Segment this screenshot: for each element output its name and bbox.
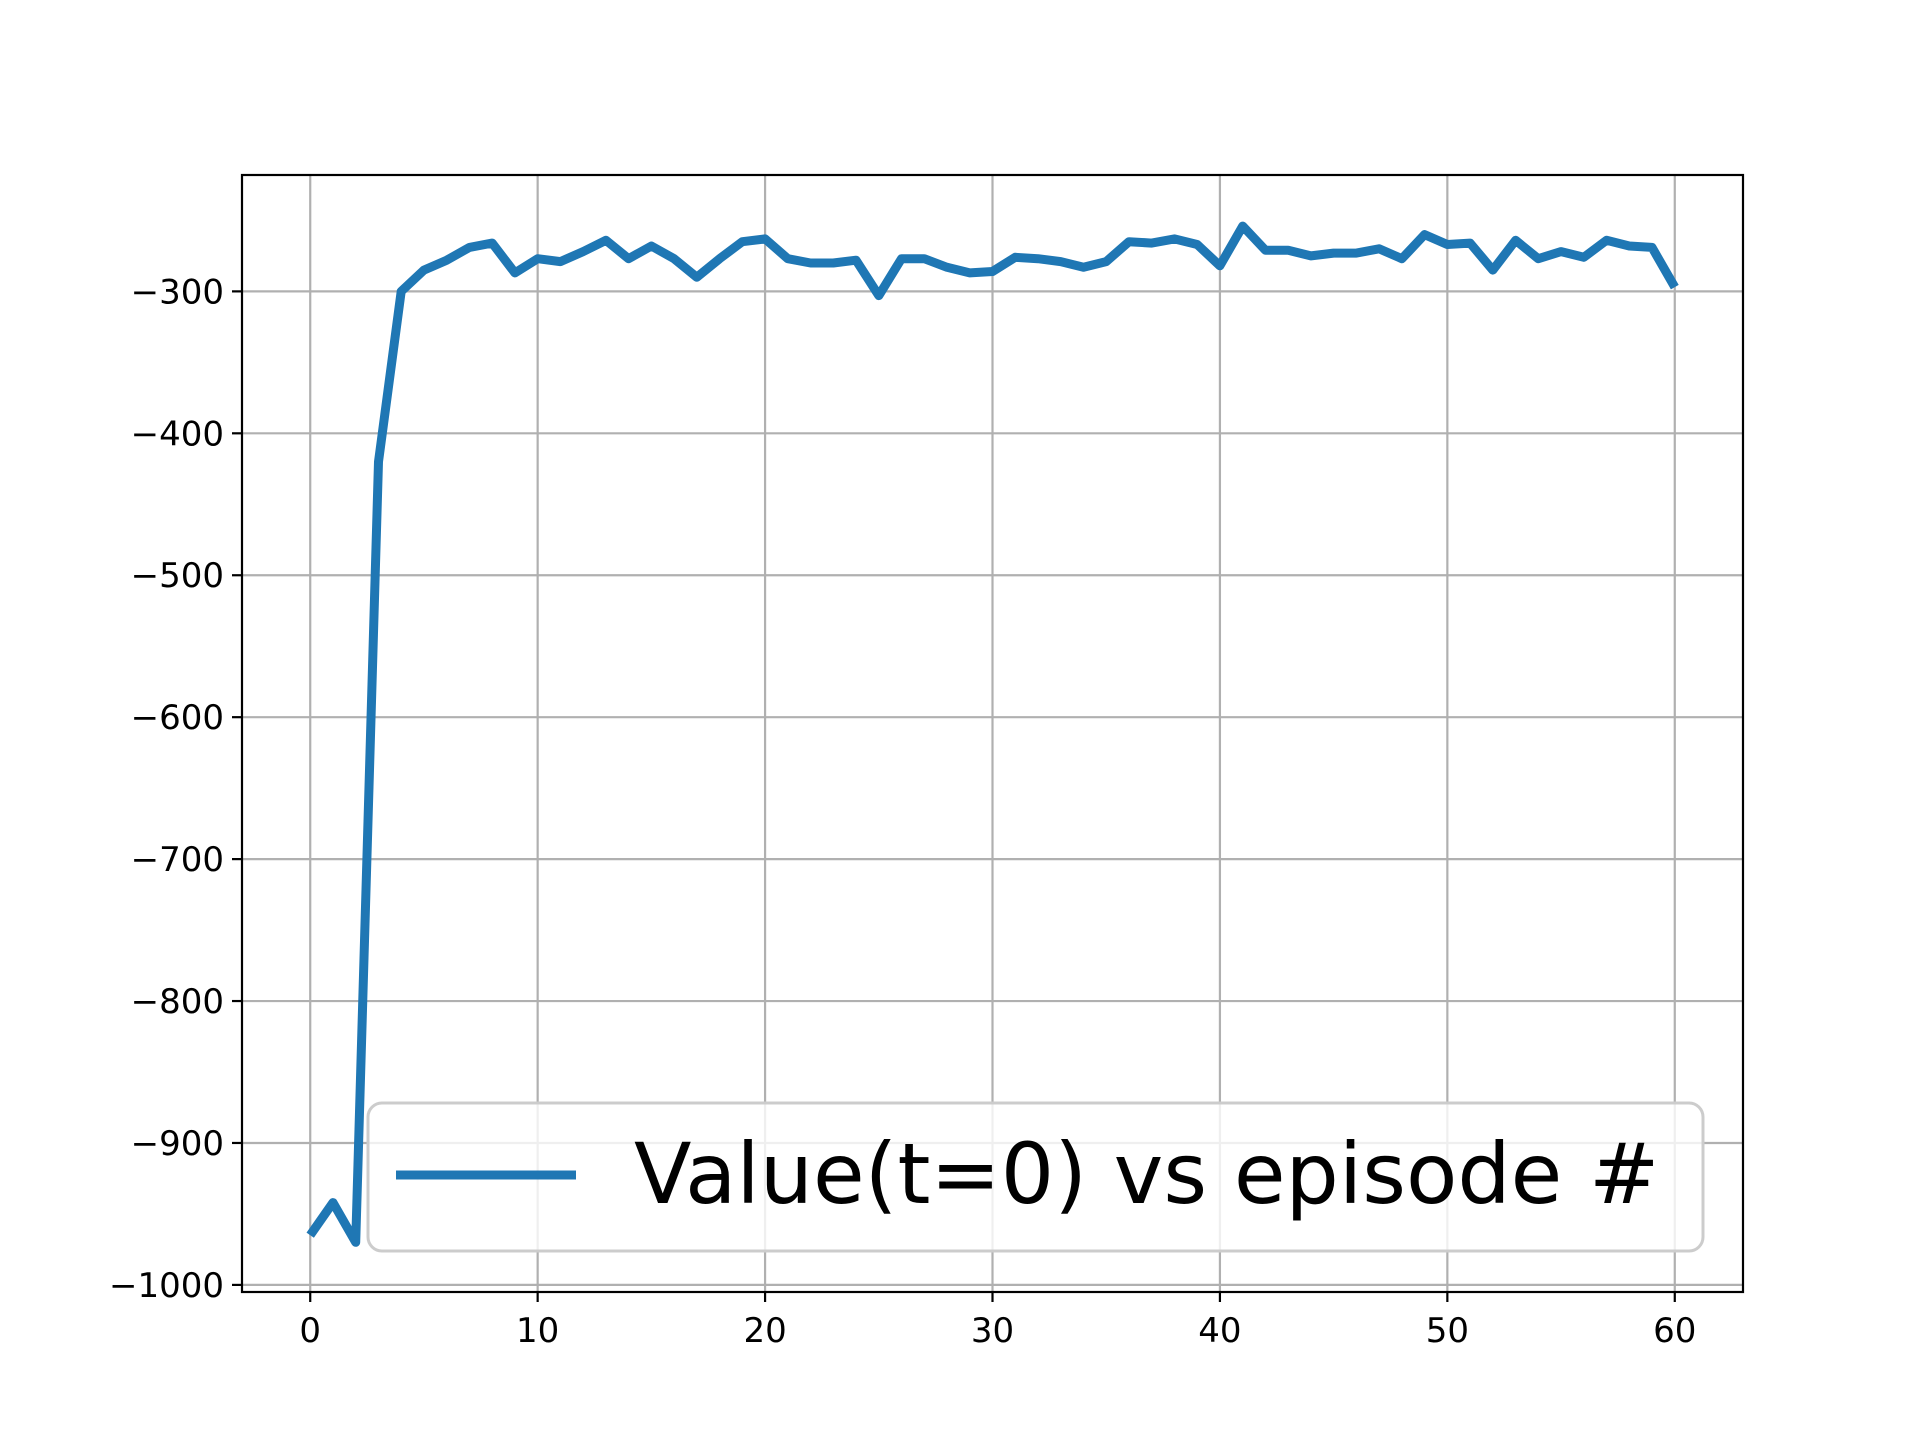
tick-labels: 0 10 20 30 40 50 60 −1000 −900 −800 −700 −600 −500 −4… — [109, 272, 1696, 1351]
legend: Value(t=0) vs episode # — [366, 1101, 1705, 1253]
series-line-0 — [306, 221, 1679, 1247]
x-tick-label: 30 — [971, 1311, 1014, 1351]
y-tick-label: −300 — [131, 272, 224, 312]
y-tick-label: −1000 — [109, 1266, 224, 1306]
x-tick-label: 10 — [516, 1311, 559, 1351]
x-tick-label: 0 — [299, 1311, 321, 1351]
y-tick-label: −500 — [131, 556, 224, 596]
x-tick-label: 20 — [743, 1311, 786, 1351]
tick-marks — [232, 290, 1676, 1302]
y-tick-label: −900 — [131, 1124, 224, 1164]
x-tick-label: 50 — [1426, 1311, 1469, 1351]
y-tick-label: −800 — [131, 982, 224, 1022]
y-tick-label: −400 — [131, 414, 224, 454]
y-tick-label: −700 — [131, 840, 224, 880]
legend-box — [366, 1101, 1705, 1253]
y-tick-label: −600 — [131, 698, 224, 738]
x-tick-label: 60 — [1653, 1311, 1696, 1351]
x-tick-label: 40 — [1198, 1311, 1241, 1351]
legend-series-label: Value(t=0) vs episode # — [634, 1125, 1659, 1223]
series-layer — [306, 221, 1679, 1247]
